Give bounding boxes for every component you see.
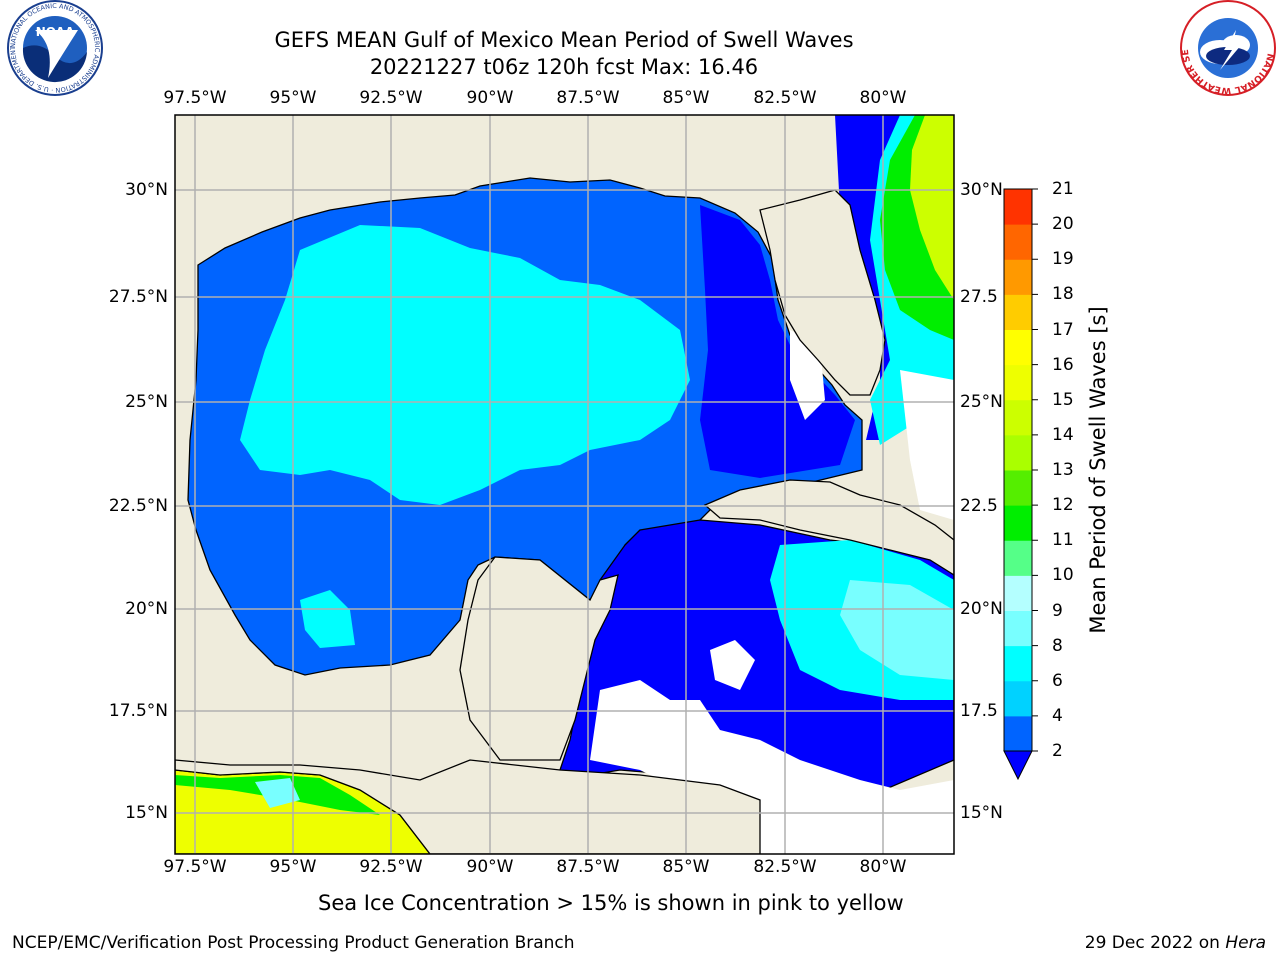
- map-frame: [174, 114, 955, 855]
- colorbar-tick-label: 15: [1052, 389, 1074, 410]
- colorbar-tick-label: 13: [1052, 460, 1074, 480]
- lat-tick-left: 15°N: [125, 803, 168, 823]
- footer-credit: NCEP/EMC/Verification Post Processing Pr…: [12, 933, 575, 953]
- colorbar: [1003, 188, 1038, 781]
- footer-date: 29 Dec 2022 on Hera: [1085, 933, 1266, 953]
- nws-logo: NATIONAL WEATHER SERVICE: [0, 0, 1276, 96]
- colorbar-tick-label: 8: [1052, 635, 1063, 656]
- cuba: [703, 479, 954, 576]
- colorbar-segment: [1004, 715, 1032, 752]
- colorbar-segment: [1004, 610, 1032, 647]
- gulf-cyan-south: [300, 590, 355, 648]
- yucatan: [459, 556, 619, 761]
- lat-tick-left: 30°N: [125, 180, 168, 200]
- colorbar-tick-label: 18: [1052, 284, 1074, 305]
- atlantic-band-yellow: [910, 115, 954, 300]
- florida: [759, 189, 886, 396]
- colorbar-tick-label: 2: [1052, 741, 1063, 761]
- lat-gridlines: [175, 189, 954, 814]
- caribbean-nodata: [590, 680, 954, 854]
- colorbar-tick-label: 14: [1052, 424, 1074, 445]
- lon-tick-bottom: 95°W: [269, 857, 317, 877]
- noaa-logo: NATIONAL OCEANIC AND ATMOSPHERIC ADMINIS…: [0, 0, 103, 96]
- colorbar-segment: [1004, 540, 1032, 576]
- lat-tick-right: 20°N: [960, 599, 1003, 619]
- colorbar-tick-label: 4: [1052, 705, 1063, 726]
- colorbar-tick-label: 19: [1052, 249, 1074, 270]
- gulf-shelf-dark: [700, 205, 855, 478]
- lon-tick-bottom: 87.5°W: [556, 857, 620, 877]
- footer-date-text: 29 Dec 2022 on: [1084, 933, 1220, 953]
- lat-tick-left: 25°N: [125, 392, 168, 412]
- lon-tick-bottom: 85°W: [662, 857, 710, 877]
- map-subtitle: 20221227 t06z 120h fcst Max: 16.46: [369, 55, 759, 79]
- lon-tick-top: 82.5°W: [753, 88, 817, 108]
- colorbar-label: Mean Period of Swell Waves [s]: [1086, 306, 1110, 634]
- lat-tick-right: 15°N: [960, 803, 1003, 823]
- lon-tick-top: 90°W: [466, 88, 514, 108]
- lat-tick-left: 27.5°N: [108, 287, 168, 307]
- colorbar-tick-label: 17: [1052, 319, 1074, 340]
- colorbar-extend-arrow: [1003, 750, 1033, 781]
- colorbar-tick-label: 11: [1052, 530, 1074, 551]
- lat-tick-left: 17.5°N: [108, 701, 168, 721]
- lon-tick-bottom: 82.5°W: [753, 857, 817, 877]
- lon-tick-top: 87.5°W: [556, 88, 620, 108]
- colorbar-tick-label: 9: [1052, 600, 1063, 621]
- colorbar-segment: [1004, 364, 1032, 401]
- colorbar-segment: [1004, 680, 1032, 717]
- colorbar-tick-label: 20: [1052, 214, 1074, 235]
- noaa-logo-text: NOAA: [36, 25, 75, 39]
- lon-tick-top: 80°W: [859, 88, 907, 108]
- colorbar-segment: [1004, 575, 1032, 611]
- svg-text:NATIONAL WEATHER SERVICE: NATIONAL WEATHER SERVICE: [0, 0, 1275, 95]
- colorbar-segment: [1004, 645, 1032, 682]
- colorbar-segment: [1004, 505, 1032, 541]
- lat-tick-right: 17.5: [960, 701, 998, 721]
- footer-host: Hera: [1225, 933, 1266, 953]
- colorbar-segment: [1004, 294, 1032, 330]
- gulf-cyan-region: [240, 225, 690, 505]
- colorbar-tick-label: 6: [1052, 670, 1063, 691]
- pacific-cyan-band: [255, 778, 300, 808]
- map-panel: [175, 115, 954, 854]
- lat-tick-right: 27.5: [960, 287, 998, 307]
- lon-tick-bottom: 90°W: [466, 857, 514, 877]
- lon-gridlines: [194, 115, 884, 854]
- colorbar-segment: [1004, 259, 1032, 295]
- lon-tick-bottom: 97.5°W: [163, 857, 227, 877]
- lon-tick-top: 95°W: [269, 88, 317, 108]
- lat-tick-right: 22.5: [960, 496, 998, 516]
- colorbar-tick-label: 21: [1052, 179, 1074, 199]
- caribbean-nodata-2: [710, 640, 755, 690]
- lat-tick-right: 30°N: [960, 180, 1003, 200]
- lon-tick-top: 92.5°W: [359, 88, 423, 108]
- lat-tick-left: 20°N: [125, 599, 168, 619]
- lat-tick-right: 25°N: [960, 392, 1003, 412]
- lon-tick-bottom: 92.5°W: [359, 857, 423, 877]
- map-title: GEFS MEAN Gulf of Mexico Mean Period of …: [274, 28, 854, 52]
- colorbar-tick-label: 10: [1052, 565, 1074, 586]
- central-america: [175, 759, 761, 854]
- sea-ice-note: Sea Ice Concentration > 15% is shown in …: [318, 891, 904, 915]
- colorbar-tick-label: 16: [1052, 354, 1074, 375]
- lon-tick-top: 97.5°W: [163, 88, 227, 108]
- colorbar-segment: [1004, 189, 1032, 225]
- colorbar-tick-label: 12: [1052, 495, 1074, 516]
- nws-ring-text: NATIONAL WEATHER SERVICE: [0, 0, 1275, 95]
- colorbar-segment: [1004, 224, 1032, 260]
- lat-tick-left: 22.5°N: [108, 496, 168, 516]
- lon-tick-top: 85°W: [662, 88, 710, 108]
- colorbar-segment: [1004, 399, 1032, 436]
- colorbar-segment: [1004, 434, 1032, 471]
- colorbar-segment: [1004, 329, 1032, 366]
- caribbean-nodata-3: [900, 370, 954, 520]
- colorbar-segment: [1004, 470, 1032, 506]
- lon-tick-bottom: 80°W: [859, 857, 907, 877]
- caribbean-light-cyan: [840, 580, 954, 680]
